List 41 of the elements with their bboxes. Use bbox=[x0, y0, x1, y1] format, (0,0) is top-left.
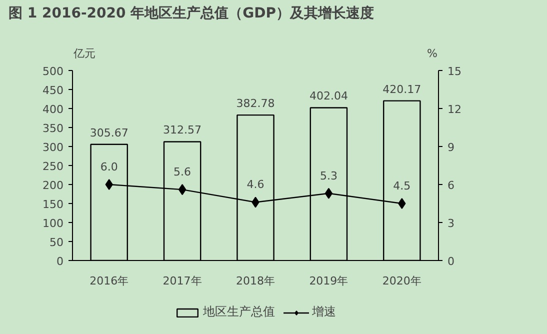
x-tick-label: 2016年 bbox=[90, 274, 129, 288]
data-label: 402.04 bbox=[309, 90, 348, 103]
y-tick-label: 450 bbox=[42, 84, 64, 97]
data-label: 4.5 bbox=[393, 180, 411, 192]
data-label: 5.3 bbox=[320, 169, 338, 182]
point bbox=[105, 179, 113, 190]
data-label: 4.6 bbox=[246, 178, 264, 192]
y-tick-label: 350 bbox=[42, 122, 64, 135]
data-label: 382.78 bbox=[236, 97, 275, 110]
y2-tick-label: 9 bbox=[448, 141, 454, 154]
point bbox=[324, 188, 333, 199]
y-tick-label: 400 bbox=[42, 103, 64, 116]
y2-tick-label: 6 bbox=[448, 179, 454, 192]
y-tick-label: 100 bbox=[42, 217, 64, 230]
y-tick-label: 0 bbox=[56, 255, 64, 268]
legend-label: 地区生产总值 bbox=[203, 304, 275, 320]
y2-tick-label: 15 bbox=[448, 65, 462, 78]
y-tick-label: 250 bbox=[42, 160, 64, 173]
data-label: 6.0 bbox=[100, 160, 118, 174]
data-label: 305.67 bbox=[90, 126, 128, 140]
y-tick-label: 200 bbox=[42, 179, 64, 192]
x-tick-label: 2020年 bbox=[382, 274, 422, 288]
y2-axis-title: % bbox=[427, 46, 438, 60]
data-label: 5.6 bbox=[174, 166, 192, 179]
x-tick-label: 2017年 bbox=[162, 274, 202, 288]
legend-label: 增速 bbox=[312, 304, 336, 320]
chart-title: 图 1 2016-2020 年地区生产总值（GDP）及其增长速度 bbox=[8, 4, 374, 22]
x-tick-label: 2019年 bbox=[309, 274, 348, 288]
point bbox=[178, 184, 186, 196]
y-tick-label: 50 bbox=[50, 236, 64, 249]
y2-tick-label: 12 bbox=[448, 103, 462, 116]
y2-tick-label: 3 bbox=[448, 217, 454, 230]
y-tick-label: 500 bbox=[42, 65, 64, 78]
y-tick-label: 150 bbox=[42, 198, 64, 211]
y-axis-title: 亿元 bbox=[72, 46, 96, 60]
point bbox=[398, 198, 406, 209]
y2-tick-label: 0 bbox=[448, 255, 454, 268]
data-label: 312.57 bbox=[163, 124, 202, 137]
x-tick-label: 2018年 bbox=[236, 274, 276, 288]
y-tick-label: 300 bbox=[42, 141, 64, 154]
data-label: 420.17 bbox=[382, 82, 422, 96]
